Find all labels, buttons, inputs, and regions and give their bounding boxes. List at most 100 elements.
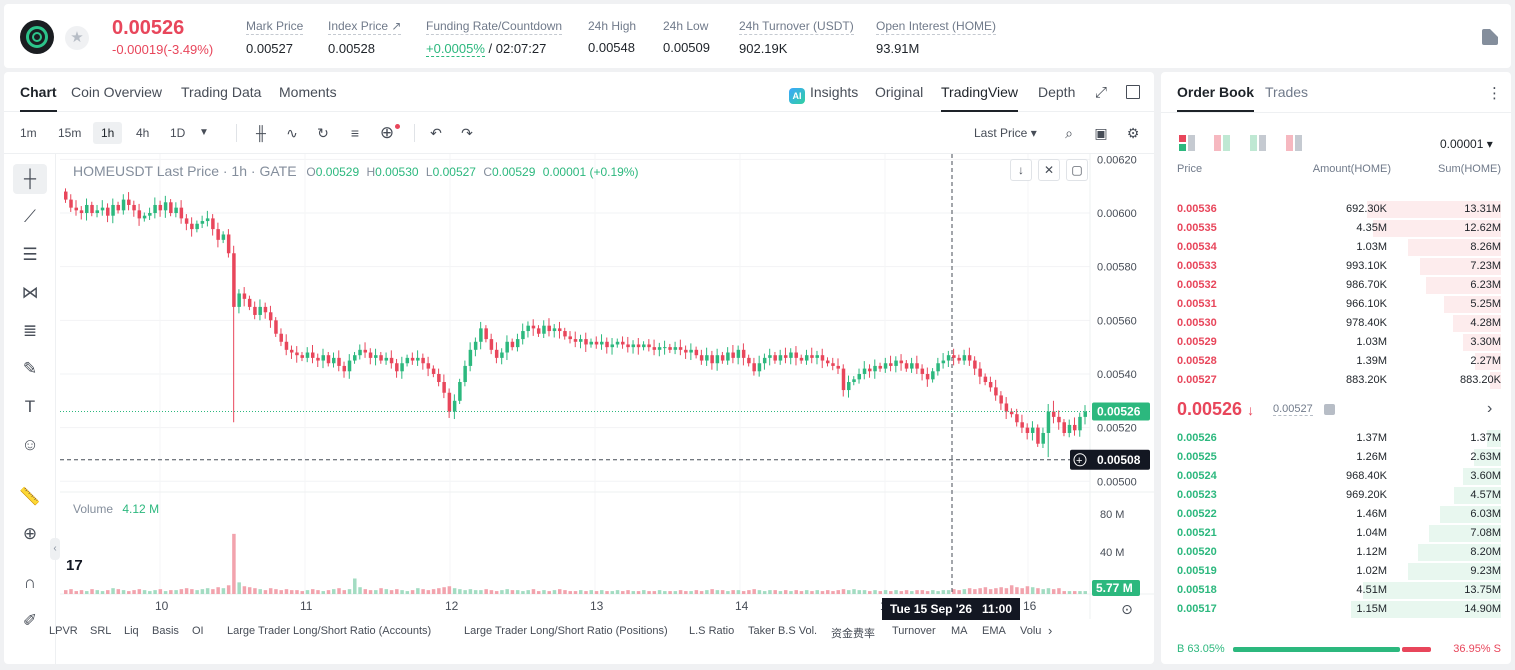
tab-trading-data[interactable]: Trading Data xyxy=(181,84,262,100)
undo-icon[interactable]: ↶ xyxy=(430,125,442,141)
ask-row[interactable]: 0.00531 966.10K 5.25M xyxy=(1161,295,1511,314)
indicator-funding-rate[interactable]: 资金费率 xyxy=(831,628,875,640)
bid-row[interactable]: 0.00521 1.04M 7.08M xyxy=(1161,524,1511,543)
ruler-tool-icon[interactable]: 📏 xyxy=(19,487,41,506)
tab-order-book[interactable]: Order Book xyxy=(1177,84,1255,112)
tab-coin-overview[interactable]: Coin Overview xyxy=(71,84,163,100)
layout-asks-icon[interactable] xyxy=(1286,135,1302,151)
price-source-select[interactable]: Last Price ▾ xyxy=(974,126,1037,140)
stat-funding-rate[interactable]: Funding Rate/Countdown +0.0005% / 02:07:… xyxy=(426,19,563,57)
indicator-taker-bs-vol[interactable]: Taker B.S Vol. xyxy=(748,625,818,637)
templates-icon[interactable]: ≡ xyxy=(350,125,360,141)
indicator-volume[interactable]: Volu xyxy=(1020,625,1042,637)
ask-row[interactable]: 0.00535 4.35M 12.62M xyxy=(1161,219,1511,238)
window-icon[interactable] xyxy=(1126,85,1140,99)
bid-row[interactable]: 0.00520 1.12M 8.20M xyxy=(1161,543,1511,562)
indicator-srl[interactable]: SRL xyxy=(90,625,112,637)
notebook-icon[interactable] xyxy=(1482,29,1498,45)
text-tool-icon[interactable]: T xyxy=(24,397,36,416)
ask-row[interactable]: 0.00532 986.70K 6.23M xyxy=(1161,276,1511,295)
favorite-star-icon[interactable]: ★ xyxy=(65,26,89,50)
tab-moments[interactable]: Moments xyxy=(279,84,337,100)
indicator-liq[interactable]: Liq xyxy=(124,625,139,637)
trendline-tool-icon[interactable]: ⟋ xyxy=(24,207,36,226)
crosshair-tool-icon[interactable]: ┼ xyxy=(13,164,47,194)
indicator-ls-ratio[interactable]: L.S Ratio xyxy=(689,625,735,637)
ask-row[interactable]: 0.00536 692.30K 13.31M xyxy=(1161,200,1511,219)
brush-tool-icon[interactable]: ✎ xyxy=(22,359,38,378)
precision-select[interactable]: 0.00001 ▾ xyxy=(1440,137,1493,151)
bid-row[interactable]: 0.00526 1.37M 1.37M xyxy=(1161,429,1511,448)
indicator-oi[interactable]: OI xyxy=(192,625,204,637)
layout-both-icon[interactable] xyxy=(1179,135,1195,151)
indicator-scroll-right-icon[interactable]: › xyxy=(1048,623,1053,638)
indicator-lpvr[interactable]: LPVR xyxy=(49,625,78,637)
more-options-icon[interactable]: ⋮ xyxy=(1487,85,1502,102)
search-icon[interactable]: ⌕ xyxy=(1065,125,1073,141)
tab-tradingview[interactable]: TradingView xyxy=(941,84,1019,112)
ask-row[interactable]: 0.00530 978.40K 4.28M xyxy=(1161,314,1511,333)
stat-open-interest[interactable]: Open Interest (HOME) 93.91M xyxy=(876,19,997,56)
layout-bids-icon[interactable] xyxy=(1250,135,1266,151)
stat-value: 0.00509 xyxy=(663,40,710,55)
ask-row[interactable]: 0.00529 1.03M 3.30M xyxy=(1161,333,1511,352)
indicator-turnover[interactable]: Turnover xyxy=(892,625,936,637)
bid-row[interactable]: 0.00524 968.40K 3.60M xyxy=(1161,467,1511,486)
zoom-in-tool-icon[interactable]: ⊕ xyxy=(22,524,38,543)
horizontal-lines-tool-icon[interactable]: ☰ xyxy=(22,245,38,264)
ask-row[interactable]: 0.00528 1.39M 2.27M xyxy=(1161,352,1511,371)
lock-draw-tool-icon[interactable]: ✐ xyxy=(22,611,38,630)
layout-both-alt-icon[interactable] xyxy=(1214,135,1230,151)
timeframe-1m[interactable]: 1m xyxy=(20,126,37,140)
timeframe-15m[interactable]: 15m xyxy=(58,126,82,140)
candle-type-icon[interactable]: ╫ xyxy=(256,125,266,141)
indicator-ltlsr-accounts[interactable]: Large Trader Long/Short Ratio (Accounts) xyxy=(227,625,432,637)
tab-trades[interactable]: Trades xyxy=(1265,84,1309,100)
fullscreen-icon[interactable]: ⤢ xyxy=(1094,84,1107,101)
mid-mark-price[interactable]: 0.00527 xyxy=(1273,403,1313,416)
pattern-tool-icon[interactable]: ⋈ xyxy=(21,283,39,302)
emoji-tool-icon[interactable]: ☺ xyxy=(21,435,39,454)
camera-icon[interactable]: ▣ xyxy=(1094,125,1108,141)
bid-row[interactable]: 0.00522 1.46M 6.03M xyxy=(1161,505,1511,524)
settings-gear-icon[interactable]: ⚙ xyxy=(1126,125,1140,141)
ask-row[interactable]: 0.00534 1.03M 8.26M xyxy=(1161,238,1511,257)
timeframe-1d[interactable]: 1D xyxy=(170,126,186,140)
add-indicator-icon[interactable]: ⊕ xyxy=(379,123,395,142)
tab-insights[interactable]: AI Insights xyxy=(789,84,858,104)
indicators-icon[interactable]: ∿ xyxy=(286,125,298,141)
indicator-ma[interactable]: MA xyxy=(951,625,968,637)
tab-chart[interactable]: Chart xyxy=(20,84,57,112)
ask-row[interactable]: 0.00533 993.10K 7.23M xyxy=(1161,257,1511,276)
volume-bar xyxy=(195,590,199,594)
bid-row[interactable]: 0.00523 969.20K 4.57M xyxy=(1161,486,1511,505)
fib-tool-icon[interactable]: ≣ xyxy=(22,321,38,340)
scroll-down-icon[interactable]: ↓ xyxy=(1010,159,1032,181)
stat-mark-price[interactable]: Mark Price 0.00527 xyxy=(246,19,304,56)
magnet-tool-icon[interactable]: ∩ xyxy=(23,573,37,592)
indicator-ema[interactable]: EMA xyxy=(982,625,1006,637)
price-chart[interactable]: 0.00620 0.00600 0.00580 0.00560 0.00540 0.005… xyxy=(60,154,1154,664)
timeframe-dropdown-icon[interactable]: ▼ xyxy=(199,127,209,138)
collapse-chart-icon[interactable]: ✕ xyxy=(1038,159,1060,181)
bid-row[interactable]: 0.00519 1.02M 9.23M xyxy=(1161,562,1511,581)
refresh-icon[interactable]: ↻ xyxy=(317,125,329,141)
tab-original[interactable]: Original xyxy=(875,84,924,100)
bid-row[interactable]: 0.00525 1.26M 2.63M xyxy=(1161,448,1511,467)
collapse-toolbar-icon[interactable]: ‹ xyxy=(50,538,60,560)
stat-24h-turnover[interactable]: 24h Turnover (USDT) 902.19K xyxy=(739,19,854,56)
indicator-ltlsr-positions[interactable]: Large Trader Long/Short Ratio (Positions… xyxy=(464,625,668,637)
ask-row[interactable]: 0.00527 883.20K 883.20K xyxy=(1161,371,1511,390)
tab-depth[interactable]: Depth xyxy=(1038,84,1076,100)
indicator-basis[interactable]: Basis xyxy=(152,625,179,637)
bid-row[interactable]: 0.00517 1.15M 14.90M xyxy=(1161,600,1511,619)
chevron-right-icon[interactable]: › xyxy=(1487,400,1493,417)
stat-index-price[interactable]: Index Price ↗ 0.00528 xyxy=(328,19,402,56)
chart-canvas[interactable]: 0.00620 0.00600 0.00580 0.00560 0.00540 0.005… xyxy=(60,154,1154,620)
timeframe-4h[interactable]: 4h xyxy=(136,126,150,140)
bid-row[interactable]: 0.00518 4.51M 13.75M xyxy=(1161,581,1511,600)
reset-scale-icon[interactable]: ⊙ xyxy=(1121,601,1133,617)
redo-icon[interactable]: ↷ xyxy=(461,125,473,141)
maximize-chart-icon[interactable]: ▢ xyxy=(1066,159,1088,181)
timeframe-1h[interactable]: 1h xyxy=(93,122,123,144)
